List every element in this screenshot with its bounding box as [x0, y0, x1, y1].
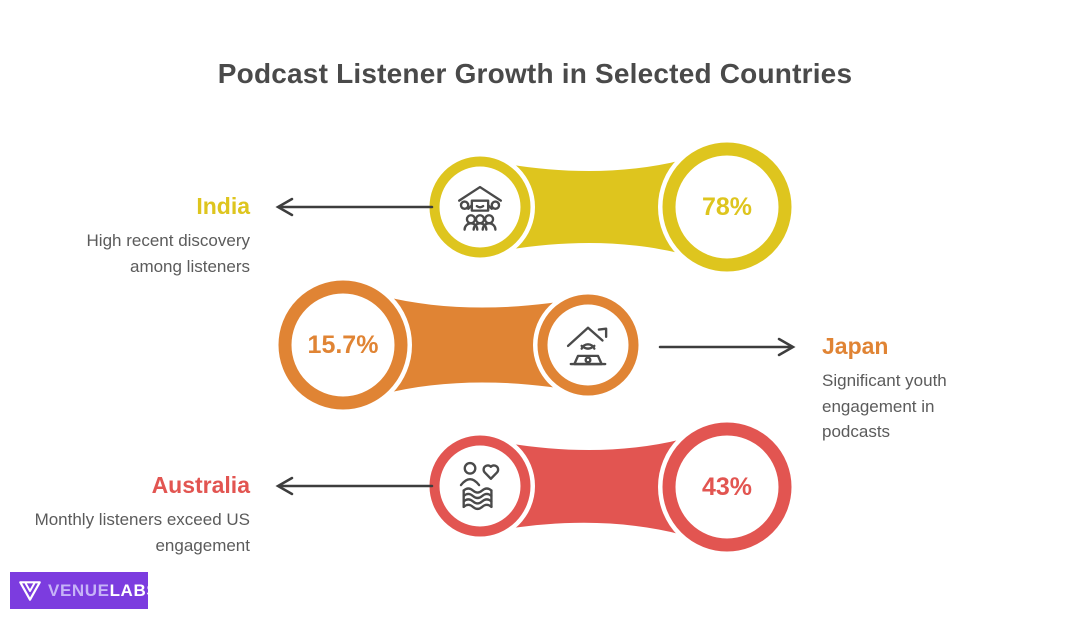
- arrow-left-australia: [275, 476, 434, 496]
- dumbbell-japan: [274, 276, 643, 414]
- value-india: 78%: [701, 193, 753, 221]
- value-australia: 43%: [701, 473, 753, 501]
- person-heart-flag-icon: [451, 457, 509, 515]
- arrow-left-india: [275, 197, 434, 217]
- label-block-india: India High recent discovery among listen…: [30, 193, 250, 279]
- page-title: Podcast Listener Growth in Selected Coun…: [217, 58, 853, 89]
- dumbbell-australia: [425, 418, 796, 556]
- description-india: High recent discovery among listeners: [86, 231, 250, 276]
- venuelabs-logo: VENUELABS: [10, 572, 158, 609]
- logo-text-venue: VENUE: [48, 580, 110, 600]
- label-block-japan: Japan Significant youth engagement in po…: [822, 333, 982, 445]
- country-japan: Japan: [822, 333, 889, 359]
- value-japan: 15.7%: [307, 331, 379, 359]
- work-from-home-icon: [559, 316, 617, 374]
- label-block-australia: Australia Monthly listeners exceed US en…: [30, 472, 250, 558]
- community-people-icon: [451, 178, 509, 236]
- dumbbell-india: [425, 138, 796, 276]
- logo-text-labs: LABS: [109, 580, 159, 600]
- description-australia: Monthly listeners exceed US engagement: [34, 510, 250, 555]
- country-australia: Australia: [151, 472, 250, 498]
- venuelabs-v-icon: [19, 580, 41, 601]
- arrow-right-japan: [658, 337, 796, 357]
- description-japan: Significant youth engagement in podcasts: [822, 371, 947, 442]
- country-india: India: [196, 193, 250, 219]
- venuelabs-wordmark: VENUELABS: [48, 581, 158, 601]
